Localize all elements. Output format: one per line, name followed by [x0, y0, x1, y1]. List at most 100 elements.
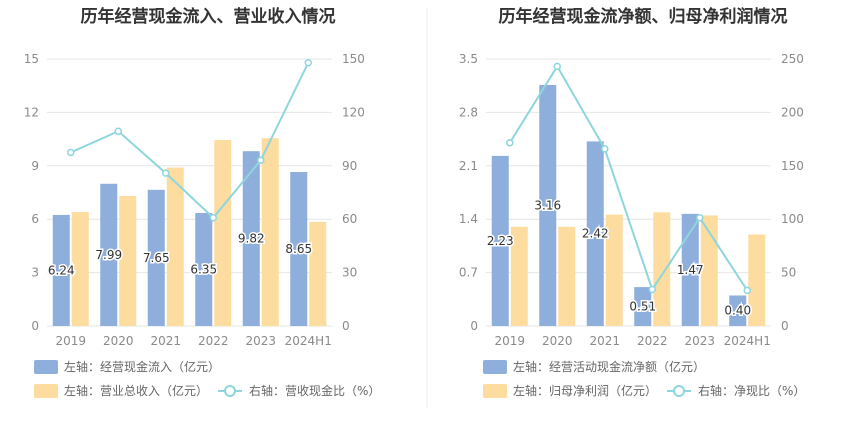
chart-title: 历年经营现金流入、营业收入情况: [81, 6, 336, 27]
bar-secondary[interactable]: [309, 221, 327, 326]
legend-label[interactable]: 左轴：营业总收入（亿元）: [64, 383, 208, 398]
bar-secondary[interactable]: [71, 212, 89, 326]
x-axis-tick: 2022: [198, 334, 229, 348]
bar-primary[interactable]: [52, 214, 70, 326]
line-point[interactable]: [114, 127, 122, 136]
bar-secondary[interactable]: [653, 212, 671, 326]
gridlines: [47, 58, 332, 327]
x-axis-tick: 2023: [684, 334, 715, 348]
line-point[interactable]: [743, 286, 751, 295]
legend-label[interactable]: 右轴：净现比（%）: [698, 383, 805, 398]
axis-ticks: 0 0.7 1.4 2.1 2.8 3.5 0 50 100 150 200 250 2019 2020 2…: [459, 52, 804, 348]
x-axis-tick: 2020: [103, 334, 134, 348]
x-axis-tick: 2021: [150, 334, 181, 348]
x-axis-tick: 2023: [245, 334, 276, 348]
bar-data-label: 6.24: [48, 263, 75, 277]
bar-series: [491, 84, 766, 327]
legend-label[interactable]: 左轴：经营活动现金流净额（亿元）: [513, 359, 705, 374]
bar-primary[interactable]: [634, 287, 652, 326]
right-axis-tick: 200: [781, 105, 804, 119]
line-point[interactable]: [506, 139, 514, 147]
bar-primary[interactable]: [586, 141, 604, 326]
x-axis-tick: 2020: [542, 334, 573, 348]
line-point[interactable]: [209, 214, 217, 222]
left-axis-tick: 0.7: [459, 266, 478, 280]
left-axis-tick: 6: [31, 212, 39, 226]
right-axis-tick: 150: [781, 159, 804, 173]
legend-label[interactable]: 右轴：营收现金比（%）: [249, 383, 380, 398]
line-point[interactable]: [696, 213, 704, 222]
bar-secondary[interactable]: [510, 226, 528, 326]
legend: 左轴：经营活动现金流净额（亿元） 左轴：归母净利润（亿元） 右轴：净现比（%）: [483, 359, 805, 398]
data-labels: 6.24 7.99 7.65 6.35 9.82 8.65: [46, 230, 313, 279]
line-point[interactable]: [601, 145, 609, 153]
right-axis-tick: 30: [342, 266, 357, 280]
bar-primary[interactable]: [729, 295, 747, 326]
line-point[interactable]: [553, 62, 561, 71]
bar-secondary[interactable]: [748, 234, 766, 326]
bar-data-label: 7.65: [143, 251, 170, 265]
right-axis-tick: 120: [342, 105, 365, 119]
bar-secondary[interactable]: [700, 215, 718, 326]
right-axis-tick: 150: [342, 52, 365, 66]
bar-data-label: 0.40: [724, 304, 751, 318]
x-axis-tick: 2024H1: [285, 334, 332, 348]
bar-data-label: 0.51: [629, 300, 656, 314]
bar-primary[interactable]: [539, 84, 557, 327]
legend: 左轴：经营现金流入（亿元） 左轴：营业总收入（亿元） 右轴：营收现金比（%）: [34, 359, 380, 398]
right-axis-tick: 50: [781, 266, 796, 280]
left-axis-tick: 3: [31, 266, 39, 280]
x-axis-tick: 2019: [494, 334, 525, 348]
bar-primary[interactable]: [242, 151, 260, 326]
x-axis-tick: 2022: [637, 334, 668, 348]
net-cash-flow-profit-chart: 历年经营现金流净额、归母净利润情况 2.23 3.16 2.42 0.51 1.47 0.…: [459, 6, 805, 398]
left-axis-tick: 9: [31, 159, 39, 173]
left-axis-tick: 2.1: [459, 159, 478, 173]
bar-secondary[interactable]: [214, 139, 232, 326]
legend-swatch-bar-orange: [34, 384, 58, 398]
bar-secondary[interactable]: [119, 196, 137, 326]
bar-data-label: 6.35: [190, 262, 217, 276]
cash-inflow-revenue-chart: 历年经营现金流入、营业收入情况 6.24 7.99 7.65 6.35 9.82 8.65…: [24, 6, 380, 398]
bar-primary[interactable]: [195, 212, 213, 326]
bar-primary[interactable]: [681, 213, 699, 326]
line-series: [67, 58, 312, 222]
bar-secondary[interactable]: [558, 226, 576, 326]
line-point[interactable]: [162, 169, 170, 177]
line-point[interactable]: [67, 148, 75, 157]
bar-secondary[interactable]: [605, 214, 623, 326]
line-series: [506, 62, 751, 295]
x-axis-tick: 2024H1: [724, 334, 771, 348]
bar-data-label: 9.82: [238, 232, 265, 246]
legend-label[interactable]: 左轴：经营现金流入（亿元）: [64, 359, 220, 374]
bar-data-label: 1.47: [677, 263, 704, 277]
x-axis-tick: 2019: [55, 334, 86, 348]
bar-primary[interactable]: [491, 155, 509, 326]
line-point[interactable]: [257, 156, 265, 165]
bar-data-label: 2.42: [582, 227, 609, 241]
bar-data-label: 7.99: [95, 248, 122, 262]
legend-label[interactable]: 左轴：归母净利润（亿元）: [513, 383, 657, 398]
right-axis-tick: 60: [342, 212, 357, 226]
bar-secondary[interactable]: [261, 138, 279, 326]
line-point[interactable]: [648, 285, 656, 294]
legend-swatch-bar-blue: [34, 360, 58, 374]
ratio-line: [70, 62, 310, 220]
legend-swatch-bar-blue: [483, 360, 507, 374]
right-axis-tick: 100: [781, 212, 804, 226]
bar-primary[interactable]: [147, 189, 165, 326]
chart-title: 历年经营现金流净额、归母净利润情况: [499, 6, 788, 27]
left-axis-tick: 0: [31, 319, 39, 333]
left-axis-tick: 1.4: [459, 212, 478, 226]
bar-secondary[interactable]: [166, 167, 184, 326]
legend-swatch-marker: [224, 385, 236, 397]
ratio-line: [508, 64, 749, 292]
right-axis-tick: 250: [781, 52, 804, 66]
line-point[interactable]: [304, 58, 312, 67]
bar-primary[interactable]: [290, 172, 308, 326]
bar-data-label: 3.16: [534, 198, 561, 212]
legend-swatch-marker: [673, 385, 685, 397]
bar-primary[interactable]: [100, 183, 118, 326]
